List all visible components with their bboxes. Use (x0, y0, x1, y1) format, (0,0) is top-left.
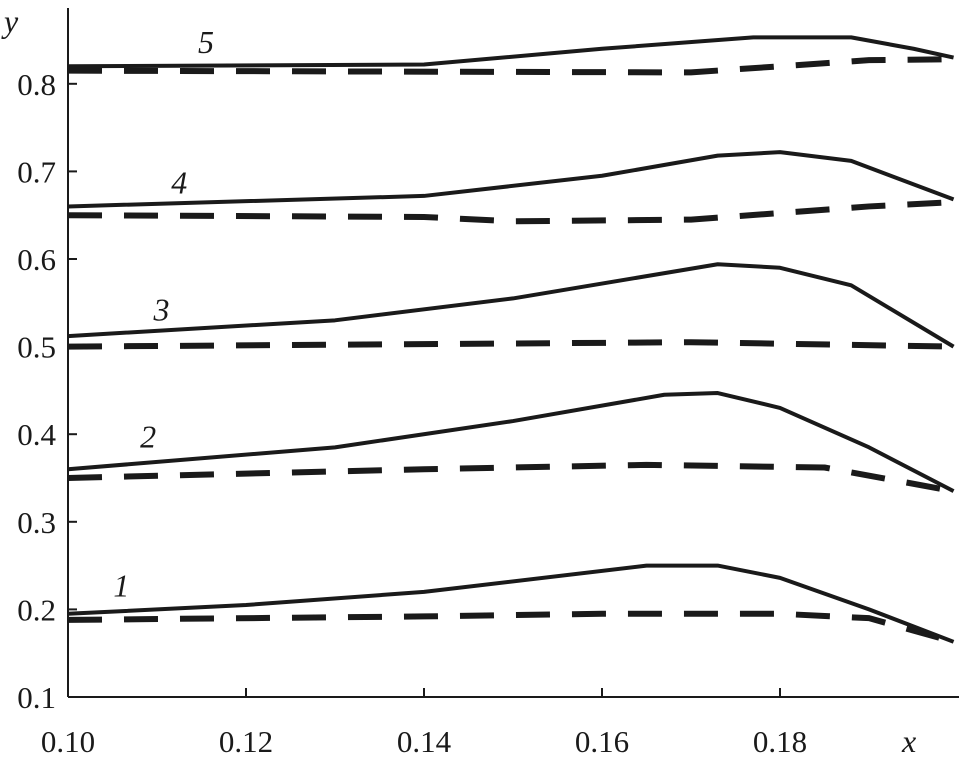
y-tick-label: 0.7 (17, 154, 56, 189)
y-tick-label: 0.3 (17, 505, 56, 540)
y-tick-label: 0.5 (17, 330, 56, 365)
y-tick-label: 0.1 (17, 680, 56, 715)
x-tick-label: 0.14 (397, 724, 452, 759)
curve-label-2: 2 (140, 418, 156, 454)
x-tick-label: 0.18 (753, 724, 807, 759)
curve-label-5: 5 (198, 24, 214, 60)
axes (67, 8, 959, 698)
series-4-solid-line (67, 150, 955, 209)
y-tick-label: 0.2 (17, 592, 56, 627)
y-tick-label: 0.4 (17, 417, 56, 452)
x-tick-label: 0.12 (219, 724, 273, 759)
series-3-dashed-line (67, 339, 954, 350)
series-5-dashed-line (67, 56, 954, 76)
y-tick-label: 0.8 (17, 67, 56, 102)
y-axis-label: y (1, 3, 19, 39)
curve-label-1: 1 (113, 567, 129, 603)
series-2-dashed-line (67, 461, 955, 495)
series-5-solid-line (67, 35, 954, 69)
x-tick-label: 0.16 (575, 724, 629, 759)
series-1-solid-line (67, 563, 955, 644)
series-3-solid-line (67, 262, 955, 349)
curve-label-4: 4 (171, 164, 187, 200)
series-2-solid-line (67, 391, 955, 493)
series-1-dashed-line (67, 610, 955, 645)
x-tick-label: 0.10 (41, 724, 95, 759)
series-4-dashed-line (67, 199, 954, 225)
y-tick-label: 0.6 (17, 242, 56, 277)
x-axis-label: x (901, 723, 916, 759)
curve-label-3: 3 (152, 291, 169, 327)
